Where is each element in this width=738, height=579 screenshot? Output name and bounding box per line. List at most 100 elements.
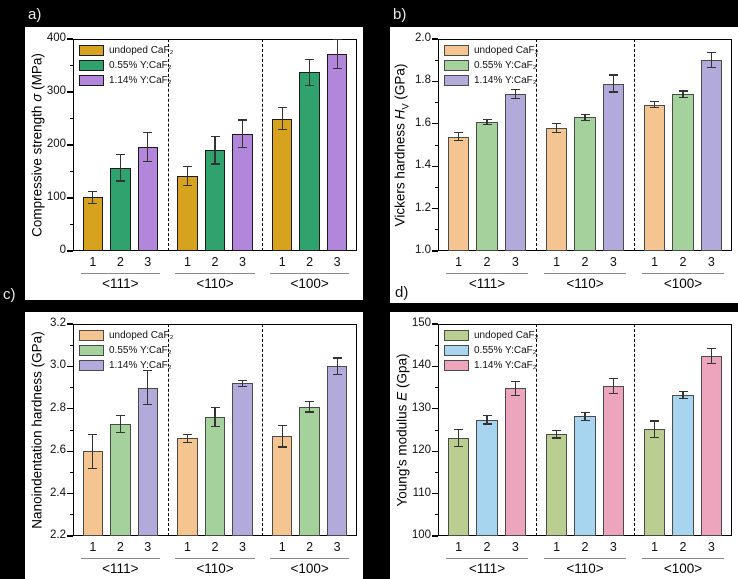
bar bbox=[476, 121, 498, 251]
y-tick bbox=[432, 365, 438, 367]
y-tick bbox=[432, 408, 438, 410]
error-bar-cap bbox=[332, 374, 342, 376]
error-bar-line bbox=[486, 415, 488, 425]
chart-panel-compressive-strength: 0 100 200 300 400 Compressive strength σ (MPa… bbox=[25, 27, 363, 300]
error-bar-cap bbox=[650, 420, 660, 422]
error-bar-cap bbox=[277, 446, 287, 448]
y-minor-tick bbox=[69, 471, 73, 473]
bar bbox=[504, 388, 526, 536]
error-bar-line bbox=[147, 132, 149, 162]
error-bar-cap bbox=[706, 362, 716, 365]
bar-number: 1 bbox=[651, 540, 659, 554]
error-bar-cap bbox=[482, 423, 492, 425]
error-bar-cap bbox=[454, 131, 464, 133]
y-tick-label: 150 bbox=[411, 317, 431, 329]
group-label: <100> bbox=[290, 276, 329, 291]
y-minor-tick bbox=[434, 514, 438, 516]
error-bar-line bbox=[214, 136, 216, 165]
error-bar-cap bbox=[183, 184, 193, 186]
bar-number: 1 bbox=[184, 255, 191, 269]
error-bar-line bbox=[555, 430, 558, 439]
y-tick-label: 300 bbox=[46, 85, 66, 97]
y-minor-tick bbox=[434, 429, 438, 431]
bar-number: 2 bbox=[211, 540, 219, 554]
y-tick-label: 0 bbox=[59, 244, 66, 256]
error-bar-cap bbox=[608, 378, 618, 380]
bar bbox=[700, 60, 722, 251]
error-bar-cap bbox=[210, 407, 220, 409]
bar-number: 3 bbox=[144, 255, 152, 269]
legend-item: 1.14% Y:CaF₂ bbox=[444, 358, 538, 373]
legend-item: undoped CaF₂ bbox=[79, 43, 173, 58]
y-tick bbox=[67, 197, 73, 199]
error-bar-cap bbox=[305, 59, 315, 61]
y-minor-tick bbox=[69, 65, 73, 66]
error-bar-cap bbox=[237, 119, 247, 121]
error-bar-line bbox=[147, 370, 149, 405]
error-bar-cap bbox=[678, 391, 688, 393]
y-tick bbox=[432, 123, 438, 125]
y-tick-label: 110 bbox=[412, 486, 431, 499]
group-underline bbox=[175, 558, 255, 559]
legend-swatch bbox=[444, 360, 469, 371]
panel-label-b: b) bbox=[393, 6, 407, 23]
error-bar-line bbox=[710, 52, 712, 68]
bar-number: 3 bbox=[238, 255, 246, 269]
bar-number: 1 bbox=[89, 540, 97, 554]
bar-number: 3 bbox=[511, 540, 519, 554]
bar bbox=[504, 94, 526, 251]
legend-swatch bbox=[79, 330, 104, 341]
group-underline bbox=[641, 558, 725, 559]
bar-number: 3 bbox=[333, 255, 341, 269]
y-tick bbox=[432, 165, 438, 167]
chart-panel-vickers-hardness: 1.0 1.2 1.4 1.6 1.8 2.0 Vickers hardness HV (G… bbox=[390, 27, 738, 303]
group-label: <111> bbox=[468, 561, 506, 576]
y-tick-label: 2.2 bbox=[50, 529, 66, 541]
bar-number: 2 bbox=[306, 540, 314, 554]
chart-panel-youngs-modulus: 100 110 120 130 140 150 Young's modulus E (Gpa… bbox=[390, 312, 738, 579]
group-label: <111> bbox=[102, 276, 139, 291]
panel-label-c: c) bbox=[3, 286, 16, 303]
y-tick-label: 100 bbox=[46, 191, 66, 203]
bar-number: 3 bbox=[707, 540, 715, 554]
y-tick-label: 2.4 bbox=[50, 486, 66, 499]
bar-number: 1 bbox=[89, 255, 97, 269]
y-tick-label: 2.0 bbox=[415, 32, 431, 44]
error-bar-line bbox=[555, 123, 558, 133]
legend-swatch bbox=[444, 345, 469, 356]
error-bar-cap bbox=[580, 120, 590, 122]
legend-label: undoped CaF₂ bbox=[109, 45, 174, 56]
group-underline bbox=[269, 273, 350, 274]
bar-number: 2 bbox=[116, 540, 124, 554]
error-bar-cap bbox=[305, 84, 315, 86]
error-bar-cap bbox=[510, 394, 520, 396]
legend-label: 0.55% Y:CaF₂ bbox=[474, 60, 537, 71]
legend: undoped CaF₂ 0.55% Y:CaF₂ 1.14% Y:CaF₂ bbox=[79, 43, 173, 88]
y-tick bbox=[432, 323, 438, 325]
y-tick-label: 1.8 bbox=[415, 74, 431, 87]
error-bar-cap bbox=[305, 400, 315, 402]
error-bar-cap bbox=[143, 160, 153, 163]
bar bbox=[448, 437, 470, 536]
error-bar-cap bbox=[454, 140, 464, 142]
group-underline bbox=[543, 558, 627, 559]
y-tick bbox=[432, 250, 438, 252]
legend-label: 0.55% Y:CaF₂ bbox=[109, 60, 172, 71]
bar bbox=[272, 118, 293, 251]
bar bbox=[574, 416, 596, 536]
error-bar-cap bbox=[706, 67, 716, 69]
bar bbox=[110, 423, 131, 536]
error-bar-line bbox=[336, 357, 338, 375]
legend-label: 0.55% Y:CaF₂ bbox=[474, 345, 537, 356]
legend-swatch bbox=[79, 345, 104, 356]
bar bbox=[177, 438, 198, 536]
y-minor-tick bbox=[434, 344, 438, 346]
legend-label: 0.55% Y:CaF₂ bbox=[109, 345, 172, 356]
error-bar-cap bbox=[277, 128, 287, 130]
bar-number: 3 bbox=[238, 540, 246, 554]
group-separator bbox=[536, 39, 537, 251]
bar bbox=[82, 197, 104, 251]
bar bbox=[672, 94, 694, 251]
error-bar-line bbox=[309, 401, 311, 412]
group-label: <100> bbox=[290, 561, 329, 576]
